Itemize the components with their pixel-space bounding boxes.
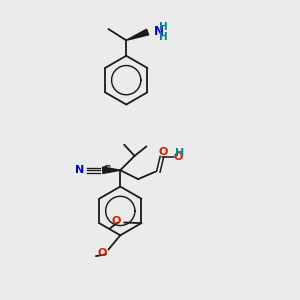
Text: O: O: [158, 147, 167, 157]
Polygon shape: [126, 29, 149, 40]
Polygon shape: [103, 167, 120, 173]
Text: H: H: [175, 148, 184, 158]
Text: O: O: [173, 152, 183, 161]
Text: O: O: [111, 216, 121, 226]
Text: H: H: [159, 22, 167, 32]
Text: C: C: [102, 165, 110, 175]
Text: H: H: [159, 32, 167, 42]
Text: N: N: [154, 25, 164, 38]
Text: O: O: [98, 248, 107, 258]
Text: N: N: [75, 165, 84, 175]
